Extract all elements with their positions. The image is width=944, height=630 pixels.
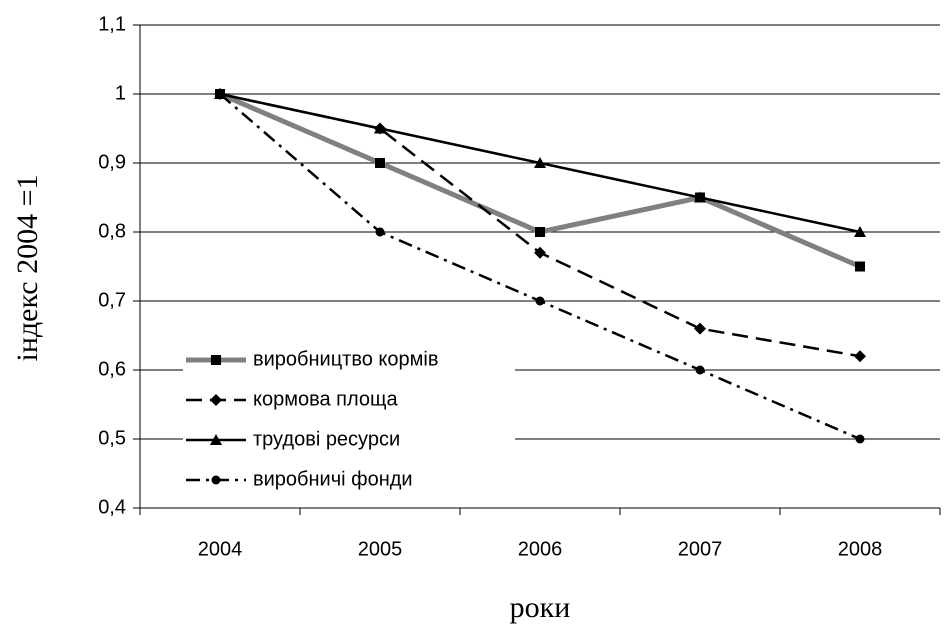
marker [855,434,865,444]
legend-label: виробничі фонди [253,468,413,490]
marker [210,434,222,445]
marker [694,191,706,203]
marker [535,296,545,306]
marker [854,226,866,237]
legend-box [183,338,515,503]
marker [535,227,545,237]
legend-label: трудові ресурси [253,428,400,450]
marker [215,89,225,99]
x-axis-label: роки [510,591,571,624]
legend: виробництво кормів кормова площа трудові р… [183,338,515,503]
x-tick-label: 2007 [678,538,723,560]
marker [210,394,222,406]
y-tick-label: 0,4 [98,496,126,518]
marker [534,157,546,168]
y-tick-label: 0,8 [98,220,126,242]
y-tick-label: 0,5 [98,427,126,449]
y-tick-label: 0,6 [98,358,126,380]
marker [211,355,221,365]
y-tick-label: 1 [115,82,126,104]
marker [374,122,386,134]
x-tick-label: 2006 [518,538,563,560]
legend-label: виробництво кормів [253,348,438,370]
marker [855,261,865,272]
y-tick-label: 0,7 [98,289,126,311]
series-line [219,91,861,269]
y-tick-label: 0,9 [98,151,126,173]
legend-label: кормова площа [253,388,398,410]
marker [375,227,385,237]
y-tick-label: 1,1 [98,13,126,35]
marker [854,350,866,363]
marker [534,246,546,259]
marker [211,475,221,485]
x-tick-label: 2004 [198,538,243,560]
x-tick-label: 2008 [838,538,883,560]
marker [694,322,706,335]
marker [695,365,705,375]
marker [375,158,385,168]
x-tick-label: 2005 [358,538,403,560]
y-axis-label: індекс 2004 =1 [11,174,44,361]
